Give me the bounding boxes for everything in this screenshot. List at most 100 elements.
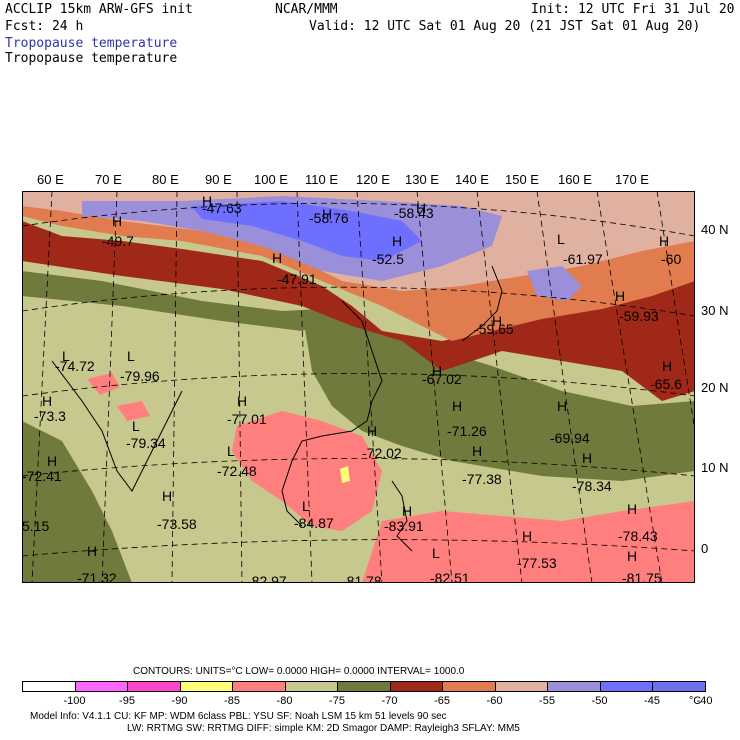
pressure-center-marker: L <box>302 498 310 514</box>
center-value: -47.91 <box>277 271 317 287</box>
center-value: -83.91 <box>384 518 424 534</box>
color-bar-label: -65 <box>434 695 450 707</box>
pressure-center-marker: H <box>402 503 412 519</box>
pressure-center-marker: H <box>112 213 122 229</box>
color-bar-label: -50 <box>591 695 608 707</box>
center-value: -74.72 <box>55 358 95 374</box>
longitude-label: 140 E <box>455 172 489 187</box>
color-bar-label: -55 <box>539 695 555 707</box>
pressure-center-marker: L <box>227 443 235 459</box>
pressure-center-marker: H <box>627 501 637 517</box>
valid-time: Valid: 12 UTC Sat 01 Aug 20 (21 JST Sat … <box>309 19 701 34</box>
color-bar-label: °C <box>688 695 702 707</box>
color-bar-segment <box>599 681 653 692</box>
color-bar-label: -70 <box>381 695 398 707</box>
pressure-center-marker: H <box>272 250 282 266</box>
pressure-center-marker: H <box>416 200 426 216</box>
center-value: -52.5 <box>372 251 404 267</box>
pressure-center-marker: H <box>452 398 462 414</box>
pressure-center-marker: H <box>322 206 332 222</box>
color-bar-label: -60 <box>486 695 503 707</box>
center-value: -78.43 <box>618 528 658 544</box>
color-bar-label: -75 <box>329 695 345 707</box>
contours-info: CONTOURS: UNITS=°C LOW= 0.0000 HIGH= 0.0… <box>133 666 465 677</box>
init-time: Init: 12 UTC Fri 31 Jul 20 <box>531 2 735 17</box>
pressure-center-marker: H <box>615 288 625 304</box>
model-info-line-1: Model Info: V4.1.1 CU: KF MP: WDM 6class… <box>30 711 447 722</box>
region-minus75-70-north <box>22 271 342 331</box>
longitude-label: 150 E <box>505 172 539 187</box>
coastline-philippines <box>391 480 413 552</box>
region-minus85-80-indochina <box>232 411 382 531</box>
coastline-east-asia <box>281 300 383 527</box>
color-bar-segment <box>22 681 76 692</box>
longitude-label: 160 E <box>558 172 592 187</box>
coastline-india <box>51 360 183 492</box>
pressure-center-marker: H <box>42 393 52 409</box>
center-value: -72.41 <box>22 468 62 484</box>
color-bar-label: -85 <box>224 695 240 707</box>
color-bar-segment <box>74 681 128 692</box>
color-bar-segment <box>284 681 338 692</box>
center-value: -61.97 <box>563 251 603 267</box>
color-bar-segment <box>389 681 443 692</box>
longitude-label: 120 E <box>356 172 390 187</box>
center-value: -60 <box>661 251 681 267</box>
center-value: -58.43 <box>394 205 434 221</box>
color-bar-segment <box>179 681 233 692</box>
color-bar-segment <box>232 681 286 692</box>
pressure-center-marker: L <box>62 348 70 364</box>
pressure-center-marker: H <box>582 450 592 466</box>
pressure-center-marker: H <box>87 543 97 559</box>
color-bar-segment <box>547 681 601 692</box>
center-value: -82.51 <box>430 570 470 583</box>
field-label-primary: Tropopause temperature <box>5 36 178 51</box>
center-value: -71.26 <box>447 423 487 439</box>
color-bar-segment <box>337 681 391 692</box>
latitude-label: 10 N <box>701 460 729 475</box>
center-value: -73.3 <box>34 408 66 424</box>
latitude-label: 30 N <box>701 303 729 318</box>
forecast-hour: Fcst: 24 h <box>5 19 84 34</box>
center-value: -73.58 <box>157 516 197 532</box>
lat-lon-grid <box>22 191 695 583</box>
region-minus55-50 <box>82 196 502 281</box>
pressure-center-marker: H <box>492 313 502 329</box>
center-value: -81.78 <box>342 573 382 583</box>
pressure-center-marker: H <box>557 398 567 414</box>
center-value: -78.34 <box>572 478 612 494</box>
region-minus55-50-east <box>527 266 582 301</box>
center-value: -59.93 <box>619 308 659 324</box>
tropopause-temperature-map: H-47.63 H-58.76H-58.43H-49.7 H-52.5H-47.91… <box>22 191 695 583</box>
center-value: -49.7 <box>102 233 134 249</box>
color-bar-label: -45 <box>644 695 660 707</box>
center-value: -72.48 <box>217 463 257 479</box>
latitude-label: 40 N <box>701 222 729 237</box>
center-value: -79.34 <box>126 435 166 451</box>
color-bar-segment <box>494 681 548 692</box>
color-bar-label: -80 <box>276 695 293 707</box>
color-bar-label: -90 <box>171 695 188 707</box>
color-bar-segment <box>652 681 706 692</box>
latitude-label: 20 N <box>701 380 729 395</box>
pressure-center-marker: L <box>132 418 140 434</box>
longitude-label: 80 E <box>152 172 179 187</box>
pressure-center-marker: H <box>392 233 402 249</box>
pressure-center-marker: H <box>432 363 442 379</box>
longitude-label: 60 E <box>37 172 64 187</box>
color-bar-segment <box>442 681 496 692</box>
region-minus90-85-spot <box>340 466 350 483</box>
pressure-center-marker: L <box>127 348 135 364</box>
region-minus75-70-central <box>302 311 695 481</box>
latitude-label: 0 <box>701 541 709 556</box>
color-bar-label: -95 <box>119 695 135 707</box>
region-minus50-45 <box>192 201 422 261</box>
longitude-label: 110 E <box>305 172 339 187</box>
center-value: -58.76 <box>309 210 349 226</box>
center-value: -79.96 <box>120 368 160 384</box>
center-value: -72.02 <box>362 445 402 461</box>
pressure-center-marker: H <box>47 453 57 469</box>
center-value: 5.15 <box>22 518 49 534</box>
pressure-center-marker: H <box>627 548 637 564</box>
model-info-line-2: LW: RRTMG SW: RRTMG DIFF: simple KM: 2D … <box>127 723 520 734</box>
